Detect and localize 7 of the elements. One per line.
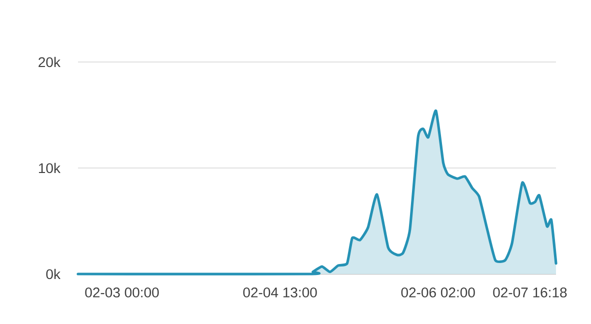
x-tick-label: 02-04 13:00 bbox=[243, 288, 317, 298]
y-tick-label: 20k bbox=[38, 56, 60, 68]
x-tick-label: 02-07 16:18 bbox=[493, 288, 567, 298]
y-tick-label: 0k bbox=[46, 268, 60, 280]
x-tick-label: 02-03 00:00 bbox=[85, 288, 159, 298]
y-tick-label: 10k bbox=[38, 162, 60, 174]
x-tick-label: 02-06 02:00 bbox=[401, 288, 475, 298]
